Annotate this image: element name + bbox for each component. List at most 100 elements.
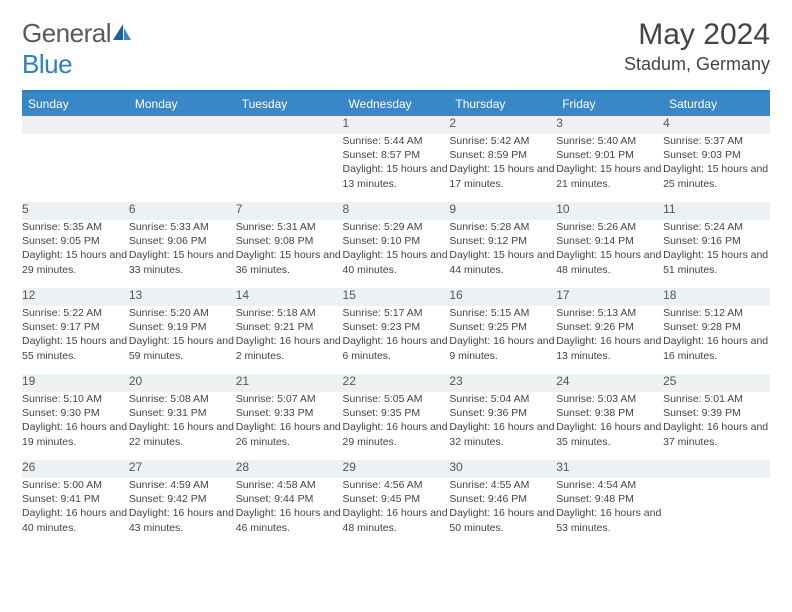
sunrise-line: Sunrise: 5:40 AM [556,134,663,148]
day-detail-cell: Sunrise: 5:31 AMSunset: 9:08 PMDaylight:… [236,220,343,288]
daylight-line: Daylight: 16 hours and 6 minutes. [343,334,450,362]
day-number-cell: 27 [129,460,236,478]
sunrise-line: Sunrise: 5:03 AM [556,392,663,406]
sunrise-line: Sunrise: 4:55 AM [449,478,556,492]
day-number-cell: 6 [129,202,236,220]
day-number-cell: 15 [343,288,450,306]
day-detail-row: Sunrise: 5:44 AMSunset: 8:57 PMDaylight:… [22,134,770,202]
day-number-cell: 26 [22,460,129,478]
daylight-line: Daylight: 16 hours and 26 minutes. [236,420,343,448]
day-detail-cell: Sunrise: 5:28 AMSunset: 9:12 PMDaylight:… [449,220,556,288]
sunrise-line: Sunrise: 4:59 AM [129,478,236,492]
daylight-line: Daylight: 16 hours and 19 minutes. [22,420,129,448]
day-detail-cell: Sunrise: 5:22 AMSunset: 9:17 PMDaylight:… [22,306,129,374]
sunset-line: Sunset: 9:06 PM [129,234,236,248]
day-number-cell: 19 [22,374,129,392]
day-number-cell: 23 [449,374,556,392]
sunrise-line: Sunrise: 5:31 AM [236,220,343,234]
sunrise-line: Sunrise: 5:18 AM [236,306,343,320]
day-detail-cell: Sunrise: 5:37 AMSunset: 9:03 PMDaylight:… [663,134,770,202]
daylight-line: Daylight: 16 hours and 13 minutes. [556,334,663,362]
day-detail-cell: Sunrise: 4:59 AMSunset: 9:42 PMDaylight:… [129,478,236,546]
sunset-line: Sunset: 9:05 PM [22,234,129,248]
day-detail-cell: Sunrise: 4:54 AMSunset: 9:48 PMDaylight:… [556,478,663,546]
daylight-line: Daylight: 15 hours and 17 minutes. [449,162,556,190]
sunset-line: Sunset: 9:16 PM [663,234,770,248]
day-detail-cell [129,134,236,202]
day-detail-cell: Sunrise: 5:40 AMSunset: 9:01 PMDaylight:… [556,134,663,202]
calendar-head: SundayMondayTuesdayWednesdayThursdayFrid… [22,92,770,116]
sunrise-line: Sunrise: 5:01 AM [663,392,770,406]
sunrise-line: Sunrise: 5:12 AM [663,306,770,320]
sunset-line: Sunset: 9:42 PM [129,492,236,506]
daylight-line: Daylight: 16 hours and 53 minutes. [556,506,663,534]
sunset-line: Sunset: 9:08 PM [236,234,343,248]
day-detail-cell [663,478,770,546]
day-number-cell: 12 [22,288,129,306]
day-number-cell: 22 [343,374,450,392]
day-detail-cell: Sunrise: 4:56 AMSunset: 9:45 PMDaylight:… [343,478,450,546]
daylight-line: Daylight: 16 hours and 9 minutes. [449,334,556,362]
day-detail-cell: Sunrise: 5:04 AMSunset: 9:36 PMDaylight:… [449,392,556,460]
day-detail-cell: Sunrise: 5:18 AMSunset: 9:21 PMDaylight:… [236,306,343,374]
daylight-line: Daylight: 15 hours and 59 minutes. [129,334,236,362]
logo-sail-icon [111,18,133,49]
sunset-line: Sunset: 9:12 PM [449,234,556,248]
daylight-line: Daylight: 15 hours and 29 minutes. [22,248,129,276]
day-detail-cell: Sunrise: 5:05 AMSunset: 9:35 PMDaylight:… [343,392,450,460]
sunset-line: Sunset: 9:10 PM [343,234,450,248]
day-number-row: 12131415161718 [22,288,770,306]
day-number-cell: 25 [663,374,770,392]
day-detail-row: Sunrise: 5:35 AMSunset: 9:05 PMDaylight:… [22,220,770,288]
weekday-header: Wednesday [343,92,450,116]
daylight-line: Daylight: 15 hours and 44 minutes. [449,248,556,276]
day-number-cell [663,460,770,478]
sunset-line: Sunset: 9:48 PM [556,492,663,506]
day-number-cell: 2 [449,116,556,134]
sunrise-line: Sunrise: 5:10 AM [22,392,129,406]
day-detail-cell: Sunrise: 5:15 AMSunset: 9:25 PMDaylight:… [449,306,556,374]
day-number-row: 567891011 [22,202,770,220]
sunset-line: Sunset: 9:23 PM [343,320,450,334]
sunrise-line: Sunrise: 5:13 AM [556,306,663,320]
daylight-line: Daylight: 16 hours and 22 minutes. [129,420,236,448]
day-detail-cell: Sunrise: 5:13 AMSunset: 9:26 PMDaylight:… [556,306,663,374]
day-number-cell: 3 [556,116,663,134]
header: GeneralBlue May 2024 Stadum, Germany [22,18,770,80]
calendar-table: SundayMondayTuesdayWednesdayThursdayFrid… [22,92,770,546]
sunset-line: Sunset: 9:17 PM [22,320,129,334]
day-number-cell [236,116,343,134]
sunrise-line: Sunrise: 5:00 AM [22,478,129,492]
sunset-line: Sunset: 9:36 PM [449,406,556,420]
daylight-line: Daylight: 15 hours and 48 minutes. [556,248,663,276]
daylight-line: Daylight: 15 hours and 25 minutes. [663,162,770,190]
day-detail-cell: Sunrise: 5:20 AMSunset: 9:19 PMDaylight:… [129,306,236,374]
day-number-cell: 7 [236,202,343,220]
day-detail-cell: Sunrise: 5:10 AMSunset: 9:30 PMDaylight:… [22,392,129,460]
daylight-line: Daylight: 16 hours and 16 minutes. [663,334,770,362]
logo: GeneralBlue [22,18,133,80]
sunrise-line: Sunrise: 5:24 AM [663,220,770,234]
sunset-line: Sunset: 9:41 PM [22,492,129,506]
sunset-line: Sunset: 9:03 PM [663,148,770,162]
day-detail-cell: Sunrise: 5:33 AMSunset: 9:06 PMDaylight:… [129,220,236,288]
day-number-cell: 1 [343,116,450,134]
sunset-line: Sunset: 9:31 PM [129,406,236,420]
day-number-cell: 16 [449,288,556,306]
sunrise-line: Sunrise: 5:42 AM [449,134,556,148]
day-detail-cell: Sunrise: 4:55 AMSunset: 9:46 PMDaylight:… [449,478,556,546]
sunrise-line: Sunrise: 5:33 AM [129,220,236,234]
day-detail-cell: Sunrise: 5:07 AMSunset: 9:33 PMDaylight:… [236,392,343,460]
day-detail-cell: Sunrise: 5:24 AMSunset: 9:16 PMDaylight:… [663,220,770,288]
weekday-header: Tuesday [236,92,343,116]
sunset-line: Sunset: 9:30 PM [22,406,129,420]
sunset-line: Sunset: 9:46 PM [449,492,556,506]
day-number-cell [129,116,236,134]
sunrise-line: Sunrise: 5:44 AM [343,134,450,148]
day-number-cell: 20 [129,374,236,392]
day-detail-cell: Sunrise: 5:42 AMSunset: 8:59 PMDaylight:… [449,134,556,202]
sunset-line: Sunset: 9:19 PM [129,320,236,334]
day-number-cell: 18 [663,288,770,306]
sunrise-line: Sunrise: 5:05 AM [343,392,450,406]
daylight-line: Daylight: 16 hours and 2 minutes. [236,334,343,362]
